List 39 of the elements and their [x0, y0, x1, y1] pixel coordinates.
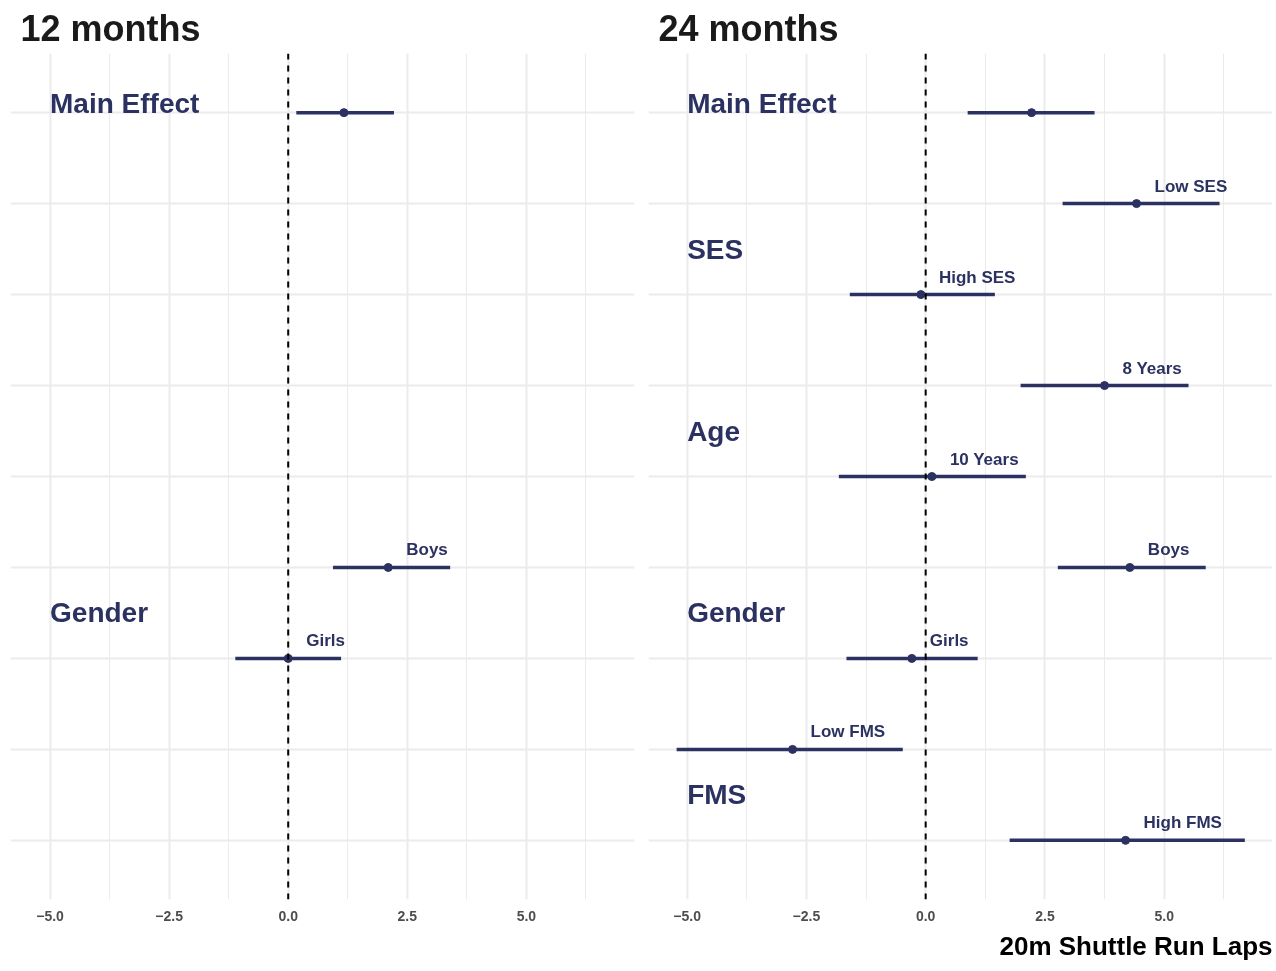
annotation: Gender — [687, 597, 786, 629]
series-label: Girls — [306, 631, 345, 651]
series-label: Girls — [929, 631, 969, 651]
chart-title: 12 months — [20, 7, 201, 49]
series-label: High SES — [938, 267, 1016, 287]
point — [907, 653, 917, 663]
annotation: Main Effect — [687, 88, 837, 120]
x-tick-label: 0.0 — [278, 907, 299, 924]
x-tick-label: 5.0 — [1154, 907, 1175, 924]
x-tick-label: −5.0 — [673, 907, 702, 924]
series-label: Low FMS — [810, 722, 886, 742]
annotation: Gender — [50, 597, 149, 629]
x-tick-label: −2.5 — [155, 907, 184, 924]
x-tick-label: 5.0 — [516, 907, 537, 924]
x-axis-title: 20m Shuttle Run Laps — [999, 930, 1273, 961]
point — [1027, 108, 1037, 118]
series-label: High FMS — [1143, 813, 1222, 833]
point — [1121, 835, 1131, 845]
point — [916, 290, 926, 300]
point — [1132, 199, 1142, 209]
point — [1100, 381, 1110, 391]
chart-title: 24 months — [658, 7, 839, 49]
point — [927, 472, 937, 481]
series-label: Boys — [406, 540, 448, 560]
annotation: Main Effect — [50, 88, 200, 120]
annotation: SES — [687, 233, 744, 265]
x-tick-label: 2.5 — [1035, 907, 1055, 924]
x-tick-label: −2.5 — [792, 907, 821, 924]
series-label: Boys — [1147, 540, 1190, 560]
x-tick-label: 0.0 — [915, 907, 936, 924]
x-tick-label: 2.5 — [397, 907, 418, 924]
series-label: 8 Years — [1122, 358, 1182, 378]
annotation: Age — [687, 415, 741, 447]
annotation: FMS — [687, 779, 747, 811]
point — [788, 744, 798, 754]
x-tick-label: −5.0 — [36, 907, 65, 924]
series-label: Low SES — [1154, 176, 1228, 196]
point — [1125, 562, 1135, 572]
series-label: 10 Years — [949, 449, 1019, 469]
